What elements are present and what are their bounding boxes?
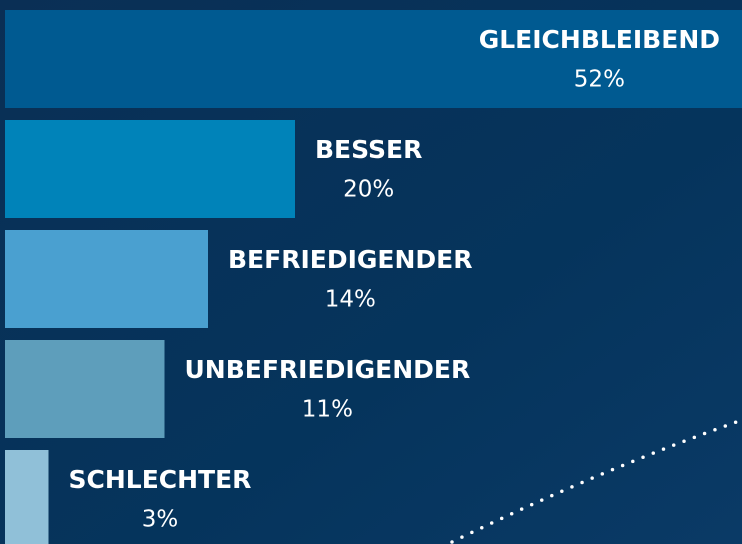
value-label: 14%	[325, 287, 376, 313]
category-label: GLEICHBLEIBEND	[479, 25, 720, 54]
value-label: 3%	[142, 507, 179, 533]
bar	[5, 450, 49, 544]
category-label: BEFRIEDIGENDER	[228, 245, 473, 274]
bar	[5, 230, 208, 328]
bar	[5, 10, 742, 108]
category-label: BESSER	[315, 135, 422, 164]
value-label: 11%	[302, 397, 353, 423]
bar	[5, 340, 165, 438]
bar	[5, 120, 295, 218]
value-label: 20%	[343, 177, 394, 203]
category-label: SCHLECHTER	[69, 465, 252, 494]
dotted-curve	[450, 418, 742, 544]
value-label: 52%	[574, 67, 625, 93]
category-label: UNBEFRIEDIGENDER	[185, 355, 471, 384]
